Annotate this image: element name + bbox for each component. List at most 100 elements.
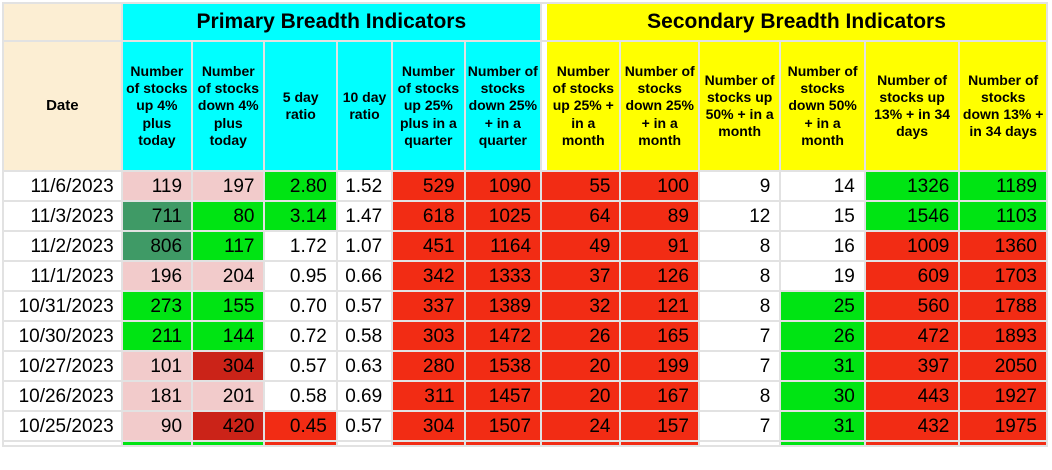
date-cell[interactable]: 11/2/2023	[4, 232, 121, 260]
value-cell[interactable]: 101	[122, 352, 192, 380]
value-cell[interactable]: 197	[193, 172, 264, 200]
value-cell[interactable]: 25	[781, 292, 864, 320]
column-header-down25-month[interactable]: Number of stocks down 25% + in a month	[621, 42, 698, 170]
value-cell[interactable]: 8	[699, 262, 780, 290]
value-cell[interactable]: 80	[193, 202, 264, 230]
value-cell[interactable]	[265, 442, 336, 445]
value-cell[interactable]: 1.47	[337, 202, 392, 230]
value-cell[interactable]	[960, 442, 1046, 445]
value-cell[interactable]: 165	[621, 322, 698, 350]
value-cell[interactable]: 304	[193, 352, 264, 380]
value-cell[interactable]: 126	[621, 262, 698, 290]
value-cell[interactable]: 0.58	[337, 322, 392, 350]
value-cell[interactable]: 1389	[465, 292, 541, 320]
value-cell[interactable]: 2.80	[265, 172, 336, 200]
value-cell[interactable]: 472	[865, 322, 959, 350]
value-cell[interactable]: 7	[699, 352, 780, 380]
value-cell[interactable]: 89	[621, 202, 698, 230]
value-cell[interactable]: 211	[122, 322, 192, 350]
value-cell[interactable]: 1507	[465, 412, 541, 440]
column-header-5day-ratio[interactable]: 5 day ratio	[265, 42, 336, 170]
value-cell[interactable]: 2050	[960, 352, 1046, 380]
value-cell[interactable]: 397	[865, 352, 959, 380]
value-cell[interactable]	[122, 442, 192, 445]
value-cell[interactable]: 609	[865, 262, 959, 290]
value-cell[interactable]: 1472	[465, 322, 541, 350]
column-header-up4-today[interactable]: Number of stocks up 4% plus today	[122, 42, 192, 170]
column-header-down50-month[interactable]: Number of stocks down 50% + in a month	[781, 42, 864, 170]
column-header-down4-today[interactable]: Number of stocks down 4% plus today	[193, 42, 264, 170]
value-cell[interactable]: 26	[542, 322, 620, 350]
value-cell[interactable]: 0.66	[337, 262, 392, 290]
corner-cell[interactable]	[4, 4, 121, 40]
value-cell[interactable]: 1360	[960, 232, 1046, 260]
value-cell[interactable]: 3.14	[265, 202, 336, 230]
value-cell[interactable]: 14	[781, 172, 864, 200]
value-cell[interactable]	[193, 442, 264, 445]
value-cell[interactable]: 15	[781, 202, 864, 230]
value-cell[interactable]: 32	[542, 292, 620, 320]
value-cell[interactable]: 806	[122, 232, 192, 260]
value-cell[interactable]: 26	[781, 322, 864, 350]
value-cell[interactable]: 7	[699, 322, 780, 350]
date-cell[interactable]	[4, 442, 121, 445]
value-cell[interactable]: 8	[699, 382, 780, 410]
value-cell[interactable]: 311	[393, 382, 464, 410]
column-header-up50-month[interactable]: Number of stocks up 50% + in a month	[699, 42, 780, 170]
value-cell[interactable]: 24	[542, 412, 620, 440]
value-cell[interactable]: 91	[621, 232, 698, 260]
value-cell[interactable]: 1103	[960, 202, 1046, 230]
value-cell[interactable]: 49	[542, 232, 620, 260]
value-cell[interactable]: 16	[781, 232, 864, 260]
value-cell[interactable]: 0.69	[337, 382, 392, 410]
value-cell[interactable]: 9	[699, 172, 780, 200]
value-cell[interactable]: 1893	[960, 322, 1046, 350]
value-cell[interactable]: 1.72	[265, 232, 336, 260]
value-cell[interactable]: 529	[393, 172, 464, 200]
value-cell[interactable]: 1025	[465, 202, 541, 230]
value-cell[interactable]: 196	[122, 262, 192, 290]
column-header-down25-quarter[interactable]: Number of stocks down 25% + in a quarter	[465, 42, 541, 170]
value-cell[interactable]: 1788	[960, 292, 1046, 320]
column-header-up25-quarter[interactable]: Number of stocks up 25% plus in a quarte…	[393, 42, 464, 170]
value-cell[interactable]: 12	[699, 202, 780, 230]
date-cell[interactable]: 10/26/2023	[4, 382, 121, 410]
value-cell[interactable]: 432	[865, 412, 959, 440]
value-cell[interactable]: 19	[781, 262, 864, 290]
value-cell[interactable]: 155	[193, 292, 264, 320]
value-cell[interactable]: 1009	[865, 232, 959, 260]
value-cell[interactable]: 0.70	[265, 292, 336, 320]
value-cell[interactable]: 1927	[960, 382, 1046, 410]
value-cell[interactable]	[542, 442, 620, 445]
value-cell[interactable]: 31	[781, 412, 864, 440]
value-cell[interactable]: 37	[542, 262, 620, 290]
date-cell[interactable]: 11/6/2023	[4, 172, 121, 200]
value-cell[interactable]: 167	[621, 382, 698, 410]
date-cell[interactable]: 10/30/2023	[4, 322, 121, 350]
value-cell[interactable]: 8	[699, 232, 780, 260]
value-cell[interactable]	[337, 442, 392, 445]
value-cell[interactable]: 280	[393, 352, 464, 380]
value-cell[interactable]: 451	[393, 232, 464, 260]
column-header-up25-month[interactable]: Number of stocks up 25% + in a month	[542, 42, 620, 170]
value-cell[interactable]: 199	[621, 352, 698, 380]
value-cell[interactable]: 0.95	[265, 262, 336, 290]
value-cell[interactable]: 0.45	[265, 412, 336, 440]
value-cell[interactable]: 30	[781, 382, 864, 410]
value-cell[interactable]: 1703	[960, 262, 1046, 290]
value-cell[interactable]: 1975	[960, 412, 1046, 440]
value-cell[interactable]: 0.57	[337, 292, 392, 320]
value-cell[interactable]: 560	[865, 292, 959, 320]
value-cell[interactable]: 342	[393, 262, 464, 290]
value-cell[interactable]: 1090	[465, 172, 541, 200]
value-cell[interactable]: 90	[122, 412, 192, 440]
value-cell[interactable]: 443	[865, 382, 959, 410]
value-cell[interactable]: 8	[699, 292, 780, 320]
value-cell[interactable]: 0.72	[265, 322, 336, 350]
value-cell[interactable]: 1326	[865, 172, 959, 200]
value-cell[interactable]: 711	[122, 202, 192, 230]
value-cell[interactable]: 1.52	[337, 172, 392, 200]
value-cell[interactable]: 1538	[465, 352, 541, 380]
value-cell[interactable]: 7	[699, 412, 780, 440]
value-cell[interactable]: 273	[122, 292, 192, 320]
